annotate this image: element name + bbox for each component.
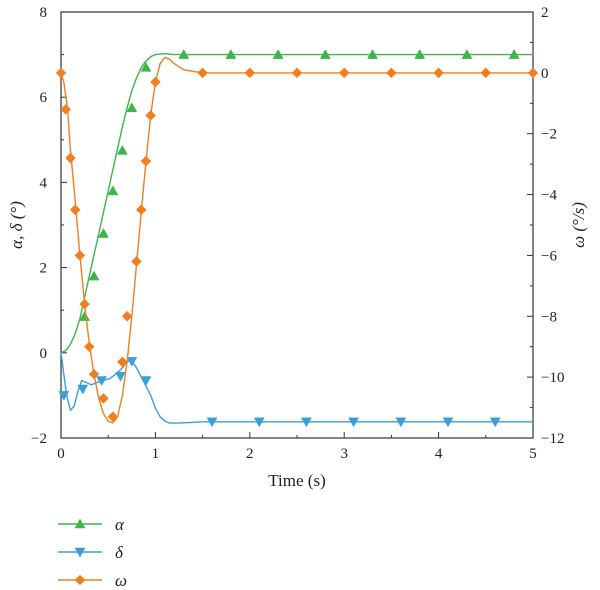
series-omega-marker [55,67,67,79]
left-y-tick-label: 8 [40,5,48,21]
series-delta-marker [115,371,126,382]
series-delta-marker [58,391,70,401]
x-tick-label: 0 [57,446,65,462]
series-omega-marker [121,310,133,322]
series-alpha-marker [225,49,237,59]
series-delta-marker [442,417,454,428]
series-alpha-marker [79,311,91,321]
series-omega-marker [117,356,128,368]
x-axis-label: Time (s) [268,471,325,490]
series-omega-marker [145,110,157,121]
series-omega-marker [88,368,100,380]
series-omega-marker [386,67,397,79]
right-y-tick-label: −4 [541,188,557,204]
series-alpha-marker [319,49,331,59]
series-alpha [60,49,533,354]
series-omega-marker [79,298,90,310]
series-omega-marker [98,393,109,404]
series-delta-marker [301,417,312,428]
series-omega-marker [131,256,142,267]
legend-item-delta: δ [58,543,124,562]
left-y-tick-label: −2 [31,431,47,447]
series-omega-marker [150,76,161,88]
series-omega-marker [140,155,152,167]
series-alpha-marker [414,49,426,59]
series-omega-marker [527,67,539,79]
series-omega-marker [65,152,76,164]
series-delta-marker [77,384,89,395]
left-y-tick-label: 4 [40,175,48,191]
series-delta-marker [395,417,407,428]
left-y-tick-label: 2 [40,261,48,277]
x-tick-label: 2 [246,446,254,462]
series-omega-marker [83,341,95,353]
x-tick-label: 3 [340,446,348,462]
right-y-tick-label: −12 [541,431,564,447]
series-omega-marker [244,67,256,79]
series-alpha-marker [367,49,378,59]
series-omega [55,56,539,424]
series-alpha-line [60,53,533,354]
left-y-axis-ticks: −2 0 2 4 6 8 [31,5,67,447]
series-alpha-marker [126,102,138,113]
series-omega-marker [480,67,492,79]
series-alpha-marker [461,49,473,59]
x-axis-ticks: 0 1 2 3 4 5 [57,432,537,462]
legend-label-delta: δ [115,543,124,562]
series-omega-marker [197,67,208,79]
series-omega-marker [135,204,147,216]
series-delta-marker [206,417,218,428]
right-y-tick-label: −10 [541,370,564,386]
legend-item-omega: ω [58,571,127,590]
right-y-tick-label: −8 [541,309,557,325]
legend-label-omega: ω [115,571,127,590]
series-omega-marker [107,411,119,423]
legend-marker-alpha [74,518,86,529]
x-tick-label: 1 [152,446,160,462]
series-delta-marker [96,376,108,387]
legend: αδω [58,515,127,590]
series-alpha-marker [107,185,119,196]
legend-marker-omega [74,574,86,586]
series-alpha-marker [88,270,100,281]
left-y-axis-label: α, δ (°) [7,201,26,249]
right-y-tick-label: 0 [541,66,549,82]
series-omega-marker [433,67,444,79]
x-tick-label: 4 [435,446,443,462]
right-y-axis-ticks: −12 −10 −8 −6 −4 −2 0 2 [527,5,564,447]
series-omega-marker [60,104,72,115]
series-alpha-marker [116,144,128,155]
right-y-tick-label: 2 [541,5,549,21]
series-delta-marker [126,357,138,367]
left-y-tick-label: 6 [40,90,48,106]
series-alpha-marker [272,49,284,59]
series-omega-line [60,56,533,424]
series-layer [55,49,539,428]
right-y-tick-label: −2 [541,127,557,143]
legend-label-alpha: α [115,515,125,534]
series-delta-marker [489,417,501,428]
series-alpha-marker [140,61,152,72]
series-alpha-marker [98,228,109,238]
series-alpha-marker [508,49,520,59]
series-omega-marker [291,67,303,79]
right-y-axis-label: ω (°/s) [569,202,588,248]
legend-item-alpha: α [58,515,125,534]
series-delta-marker [253,417,265,428]
series-omega-marker [338,67,350,79]
series-alpha-marker [178,49,190,59]
right-y-tick-label: −6 [541,248,557,264]
series-delta-marker [348,417,360,428]
x-tick-label: 5 [529,446,537,462]
legend-marker-delta [74,547,86,558]
series-delta-marker [140,376,152,387]
left-y-tick-label: 0 [40,346,48,362]
series-omega-marker [69,204,81,216]
series-delta [58,352,533,428]
series-omega-marker [74,250,86,261]
